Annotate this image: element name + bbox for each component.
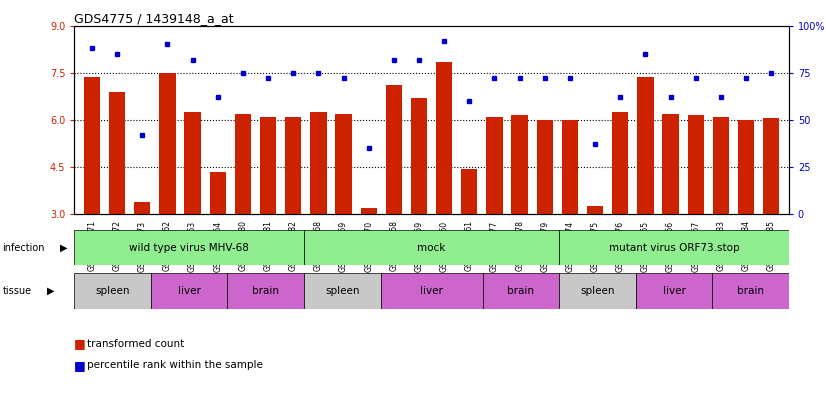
Text: ▶: ▶ xyxy=(60,242,68,253)
Bar xyxy=(260,117,276,214)
Bar xyxy=(687,115,704,214)
Text: brain: brain xyxy=(737,286,764,296)
Text: GDS4775 / 1439148_a_at: GDS4775 / 1439148_a_at xyxy=(74,12,234,25)
Bar xyxy=(360,208,377,214)
Text: liver: liver xyxy=(178,286,201,296)
Text: infection: infection xyxy=(2,242,45,253)
Text: percentile rank within the sample: percentile rank within the sample xyxy=(87,360,263,371)
Bar xyxy=(381,273,482,309)
Bar xyxy=(587,206,603,214)
Text: liver: liver xyxy=(420,286,443,296)
Bar xyxy=(335,114,352,214)
Bar xyxy=(487,117,503,214)
Bar xyxy=(227,273,304,309)
Text: mutant virus ORF73.stop: mutant virus ORF73.stop xyxy=(609,242,739,253)
Bar xyxy=(74,273,151,309)
Bar xyxy=(712,273,789,309)
Bar xyxy=(637,77,653,214)
Bar xyxy=(636,273,712,309)
Bar xyxy=(210,172,226,214)
Text: ■: ■ xyxy=(74,359,86,372)
Bar xyxy=(74,230,304,265)
Bar xyxy=(184,112,201,214)
Bar xyxy=(285,117,301,214)
Text: ▶: ▶ xyxy=(47,286,55,296)
Text: spleen: spleen xyxy=(325,286,359,296)
Bar xyxy=(511,115,528,214)
Bar xyxy=(461,169,477,214)
Bar xyxy=(559,230,789,265)
Bar xyxy=(612,112,629,214)
Text: wild type virus MHV-68: wild type virus MHV-68 xyxy=(129,242,249,253)
Bar xyxy=(83,77,100,214)
Bar xyxy=(482,273,559,309)
Bar xyxy=(411,98,427,214)
Bar xyxy=(713,117,729,214)
Bar xyxy=(386,85,402,214)
Text: brain: brain xyxy=(252,286,279,296)
Text: ■: ■ xyxy=(74,337,86,351)
Bar xyxy=(763,118,780,214)
Bar xyxy=(738,120,754,214)
Bar xyxy=(311,112,326,214)
Bar xyxy=(304,273,381,309)
Text: tissue: tissue xyxy=(2,286,31,296)
Bar xyxy=(562,120,578,214)
Text: brain: brain xyxy=(507,286,534,296)
Text: mock: mock xyxy=(417,242,446,253)
Text: transformed count: transformed count xyxy=(87,339,184,349)
Text: spleen: spleen xyxy=(580,286,615,296)
Bar xyxy=(109,92,126,214)
Bar xyxy=(134,202,150,214)
Bar xyxy=(235,114,251,214)
Bar xyxy=(436,62,453,214)
Bar xyxy=(304,230,559,265)
Bar xyxy=(537,120,553,214)
Text: liver: liver xyxy=(662,286,686,296)
Text: spleen: spleen xyxy=(95,286,130,296)
Bar xyxy=(559,273,636,309)
Bar xyxy=(159,73,176,214)
Bar xyxy=(151,273,227,309)
Bar xyxy=(662,114,679,214)
